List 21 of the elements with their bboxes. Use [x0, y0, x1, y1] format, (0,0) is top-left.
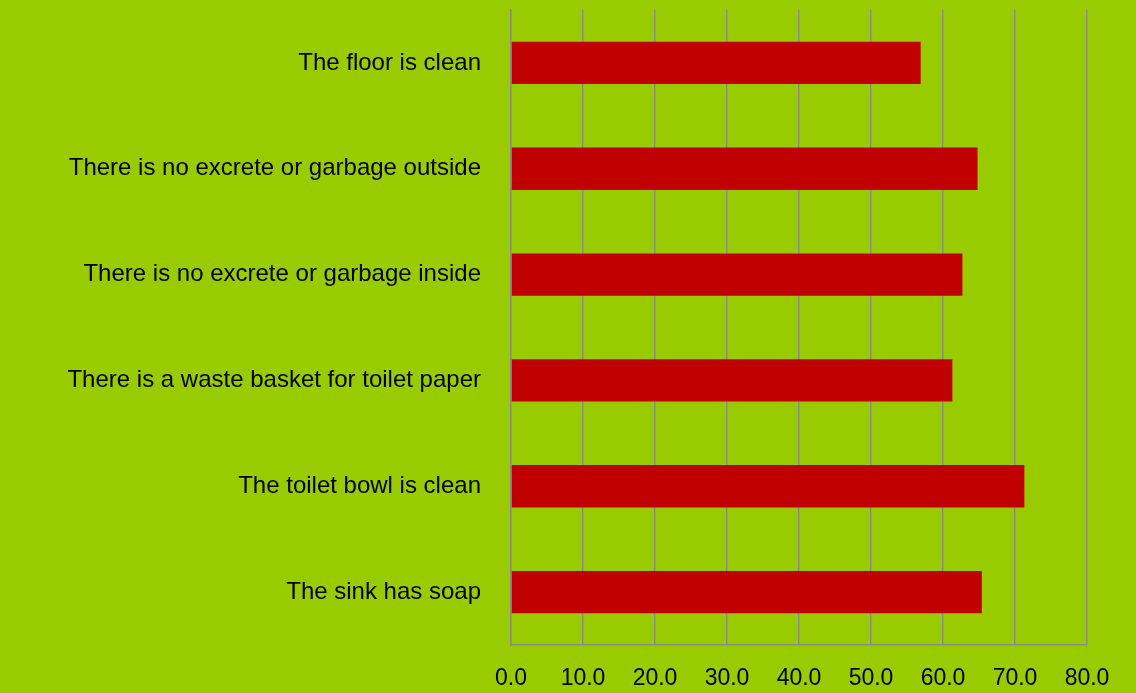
x-tick-label: 10.0 — [560, 664, 606, 691]
bar — [511, 570, 982, 614]
y-tick-label: The floor is clean — [298, 47, 481, 75]
x-tick-label: 30.0 — [704, 664, 750, 691]
y-tick-label: The toilet bowl is clean — [238, 470, 481, 498]
x-tick-label: 50.0 — [848, 664, 894, 691]
x-tick-label: 60.0 — [920, 664, 966, 691]
x-tick-label: 0.0 — [495, 664, 527, 691]
bar — [511, 253, 963, 296]
x-tick-label: 40.0 — [776, 664, 822, 691]
y-tick-label: The sink has soap — [286, 576, 481, 604]
y-tick-label: There is no excrete or garbage outside — [68, 153, 481, 181]
bar — [511, 359, 953, 402]
y-tick-label: There is a waste basket for toilet paper — [67, 365, 481, 393]
x-tick-label: 20.0 — [632, 664, 678, 691]
y-tick-label: There is no excrete or garbage inside — [83, 259, 481, 287]
x-tick-label: 80.0 — [1064, 664, 1110, 691]
bar — [511, 41, 921, 85]
bar — [511, 147, 978, 190]
bar — [511, 465, 1025, 508]
x-tick-label: 70.0 — [992, 664, 1038, 691]
